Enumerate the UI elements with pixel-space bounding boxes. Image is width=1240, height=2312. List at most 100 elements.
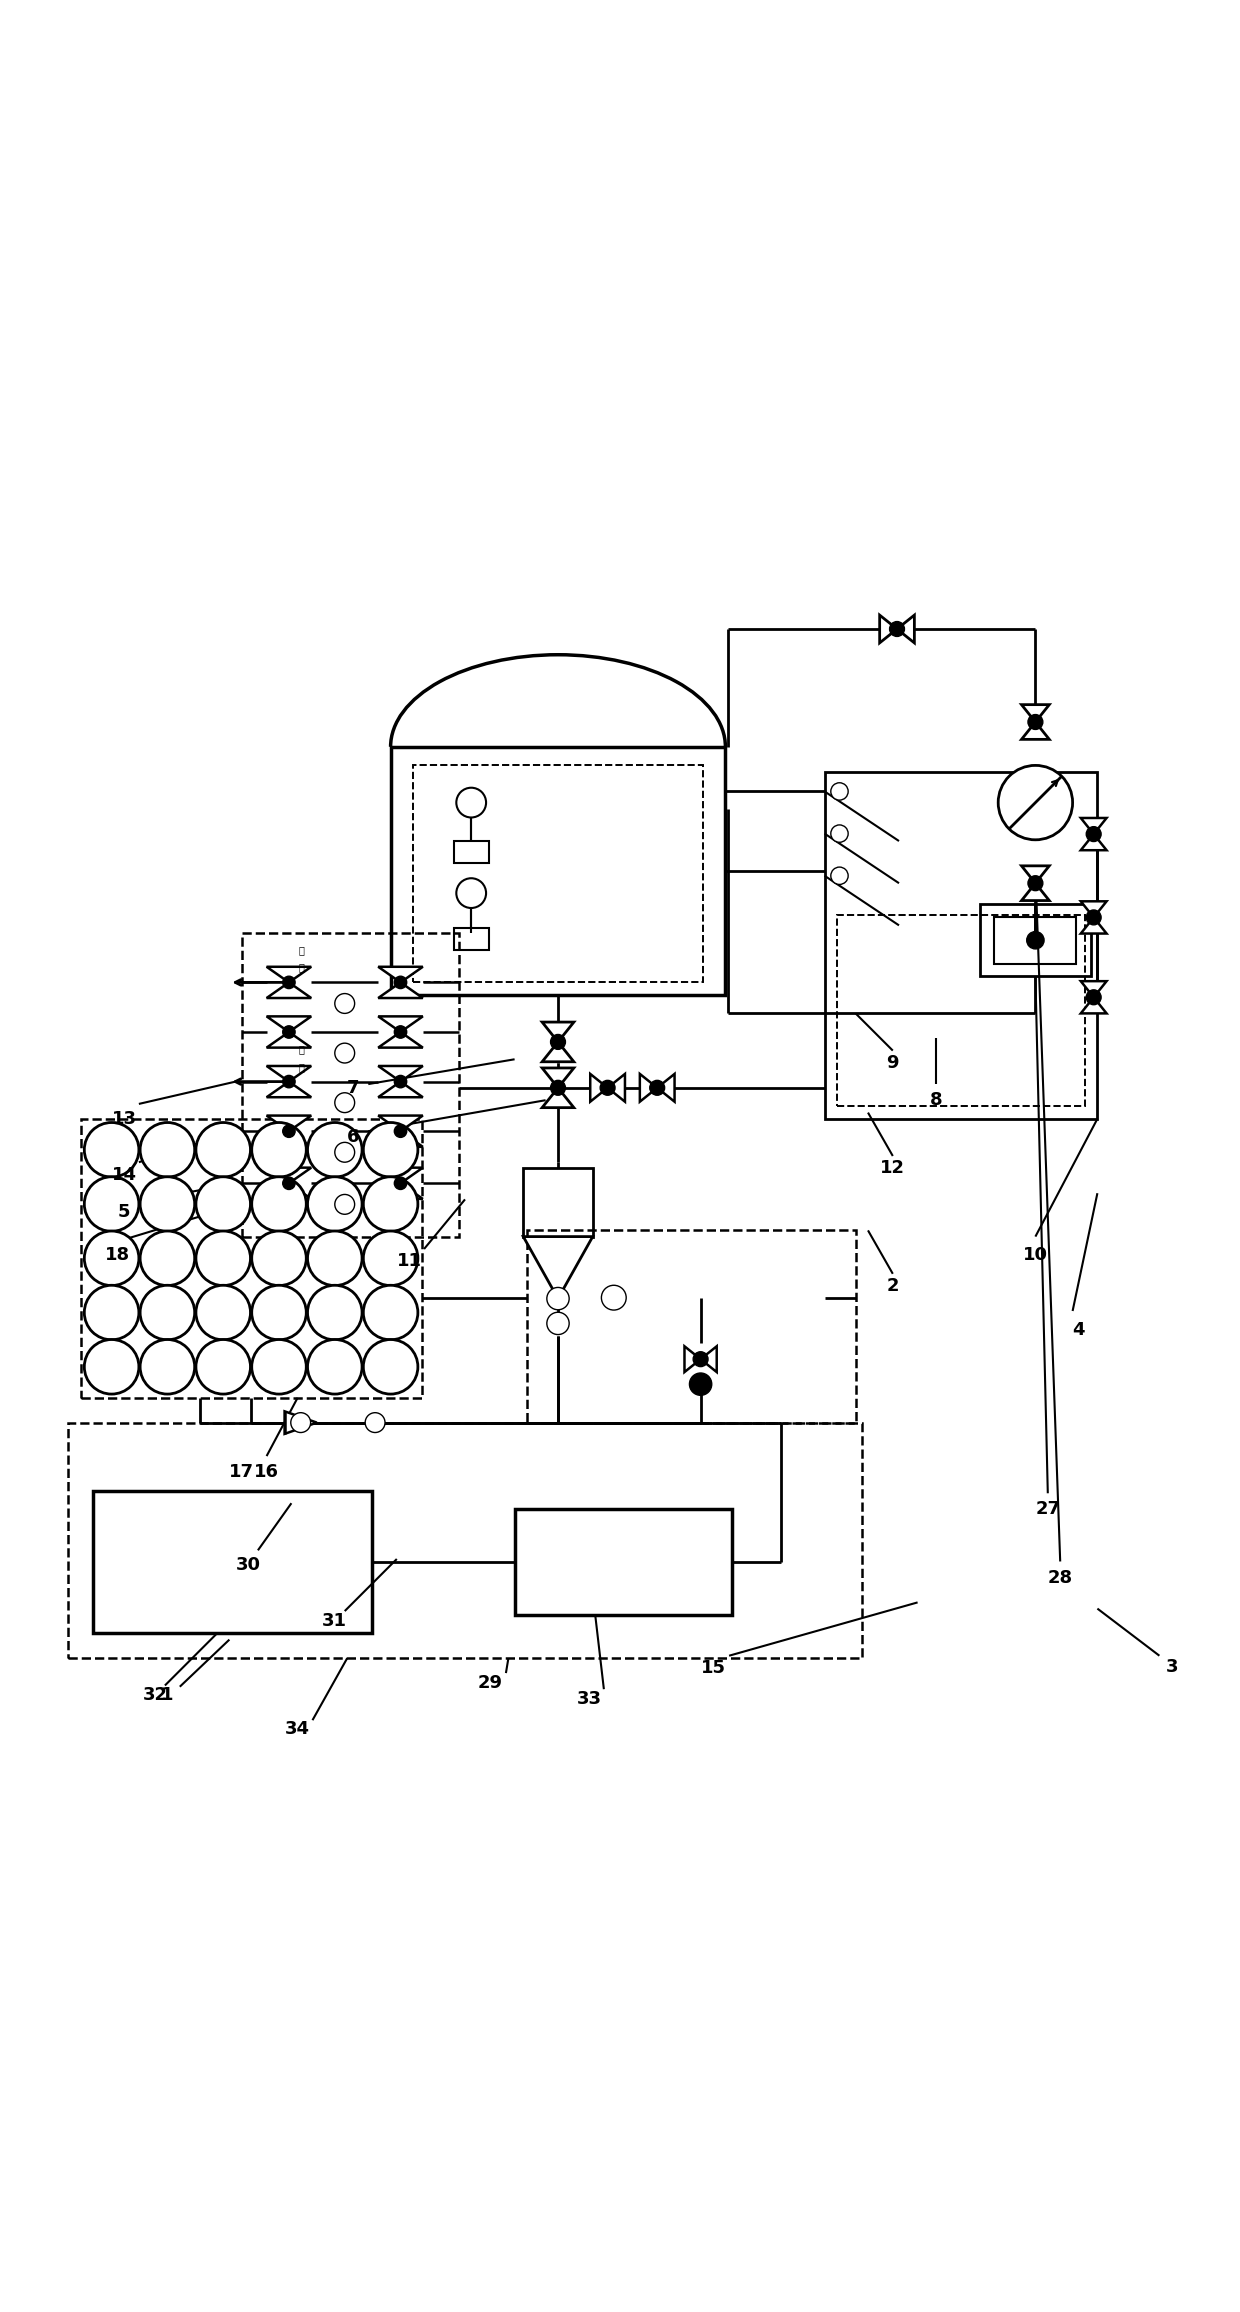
Polygon shape: [378, 1031, 423, 1047]
Circle shape: [335, 1094, 355, 1112]
Polygon shape: [879, 615, 897, 643]
Circle shape: [308, 1285, 362, 1341]
Circle shape: [1086, 911, 1101, 925]
Circle shape: [1027, 932, 1044, 948]
Circle shape: [363, 1230, 418, 1285]
Text: 7: 7: [347, 1080, 360, 1096]
Circle shape: [84, 1339, 139, 1394]
Polygon shape: [1022, 883, 1049, 902]
Circle shape: [252, 1177, 306, 1232]
Circle shape: [365, 1413, 384, 1433]
Text: 4: 4: [1073, 1320, 1085, 1339]
Circle shape: [363, 1285, 418, 1341]
Circle shape: [140, 1285, 195, 1341]
Circle shape: [363, 1177, 418, 1232]
Text: 1: 1: [161, 1685, 174, 1704]
Text: 16: 16: [254, 1463, 279, 1482]
Text: 32: 32: [143, 1685, 167, 1704]
Text: 18: 18: [105, 1246, 130, 1265]
Circle shape: [252, 1285, 306, 1341]
Bar: [454, 927, 489, 950]
Bar: [523, 1168, 593, 1237]
Bar: [391, 747, 725, 994]
Circle shape: [363, 1339, 418, 1394]
Circle shape: [394, 1177, 407, 1188]
Text: 标: 标: [299, 1045, 304, 1054]
Circle shape: [998, 765, 1073, 839]
Polygon shape: [378, 983, 423, 999]
Polygon shape: [267, 983, 311, 999]
Bar: [527, 1230, 856, 1422]
Circle shape: [335, 1043, 355, 1064]
Circle shape: [394, 1126, 407, 1138]
Circle shape: [252, 1339, 306, 1394]
Circle shape: [831, 784, 848, 800]
Polygon shape: [378, 1017, 423, 1031]
Circle shape: [252, 1124, 306, 1177]
Circle shape: [456, 879, 486, 909]
Polygon shape: [542, 1043, 574, 1061]
Circle shape: [551, 1080, 565, 1096]
Circle shape: [308, 1177, 362, 1232]
Circle shape: [601, 1285, 626, 1311]
Circle shape: [140, 1177, 195, 1232]
Circle shape: [1028, 876, 1043, 890]
Text: 准: 准: [299, 962, 304, 973]
Polygon shape: [267, 1066, 311, 1082]
Circle shape: [140, 1230, 195, 1285]
Circle shape: [252, 1230, 306, 1285]
Text: 28: 28: [1048, 1568, 1073, 1586]
Polygon shape: [267, 1117, 311, 1131]
Circle shape: [394, 1027, 407, 1038]
Circle shape: [196, 1339, 250, 1394]
Circle shape: [308, 1339, 362, 1394]
Polygon shape: [378, 1168, 423, 1184]
Text: 11: 11: [397, 1253, 422, 1269]
Text: 17: 17: [229, 1463, 254, 1482]
Text: 13: 13: [112, 1110, 136, 1128]
Circle shape: [283, 1177, 295, 1188]
Bar: [454, 842, 489, 862]
Circle shape: [84, 1230, 139, 1285]
Circle shape: [547, 1313, 569, 1334]
Circle shape: [308, 1124, 362, 1177]
Polygon shape: [640, 1073, 657, 1103]
Text: 29: 29: [477, 1674, 502, 1692]
Circle shape: [831, 825, 848, 842]
Text: 标: 标: [299, 946, 304, 955]
Polygon shape: [1081, 996, 1106, 1013]
Circle shape: [335, 994, 355, 1013]
Circle shape: [456, 788, 486, 818]
Bar: [994, 916, 1076, 964]
Polygon shape: [267, 1082, 311, 1098]
Circle shape: [140, 1124, 195, 1177]
Text: 12: 12: [880, 1158, 905, 1177]
Bar: [93, 1491, 372, 1632]
Circle shape: [290, 1413, 311, 1433]
Circle shape: [551, 1033, 565, 1050]
Circle shape: [283, 1027, 295, 1038]
Circle shape: [650, 1080, 665, 1096]
Polygon shape: [267, 1017, 311, 1031]
Text: 8: 8: [930, 1091, 942, 1110]
Polygon shape: [542, 1089, 574, 1107]
Circle shape: [693, 1353, 708, 1366]
Polygon shape: [1022, 865, 1049, 883]
Circle shape: [1086, 990, 1101, 1006]
Circle shape: [394, 1075, 407, 1089]
Polygon shape: [378, 1082, 423, 1098]
Polygon shape: [590, 1073, 608, 1103]
Polygon shape: [284, 1410, 317, 1433]
Circle shape: [84, 1177, 139, 1232]
Circle shape: [196, 1285, 250, 1341]
Text: 33: 33: [577, 1690, 601, 1709]
Circle shape: [335, 1142, 355, 1163]
Polygon shape: [542, 1022, 574, 1043]
Polygon shape: [267, 1131, 311, 1147]
Text: 34: 34: [285, 1720, 310, 1739]
Circle shape: [84, 1124, 139, 1177]
Polygon shape: [378, 1131, 423, 1147]
Bar: [980, 904, 1091, 976]
Polygon shape: [1022, 705, 1049, 721]
Circle shape: [196, 1177, 250, 1232]
